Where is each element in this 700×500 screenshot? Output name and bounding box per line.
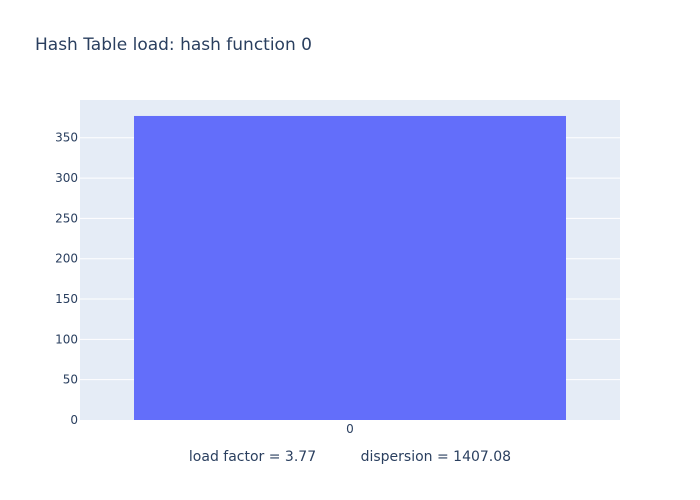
y-tick-label: 200 [55, 252, 78, 266]
x-axis-title: load factor = 3.77 dispersion = 1407.08 [189, 449, 511, 465]
bar [134, 115, 566, 420]
y-axis-tick-labels: 0 50 100 150 200 250 300 350 [55, 131, 78, 427]
y-tick-label: 50 [63, 373, 78, 387]
y-tick-label: 150 [55, 292, 78, 306]
y-tick-label: 100 [55, 332, 78, 346]
bars [134, 115, 566, 420]
y-tick-label: 250 [55, 211, 78, 225]
y-tick-label: 300 [55, 171, 78, 185]
y-tick-label: 0 [70, 413, 78, 427]
x-tick-label: 0 [346, 422, 354, 436]
x-axis-tick-labels: 0 [346, 422, 354, 436]
y-tick-label: 350 [55, 131, 78, 145]
chart-title: Hash Table load: hash function 0 [35, 35, 312, 55]
